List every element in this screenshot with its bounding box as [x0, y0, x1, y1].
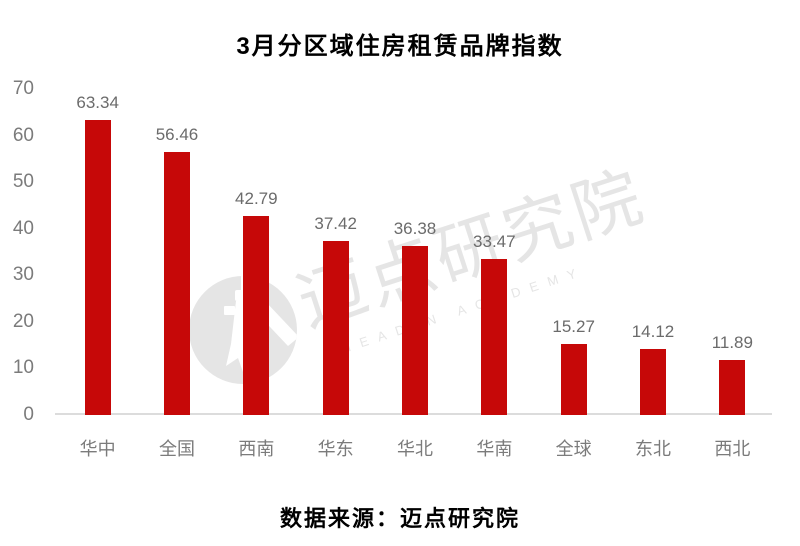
category-label: 全球	[555, 439, 592, 459]
value-label: 15.27	[552, 316, 595, 336]
category-label: 华东	[317, 439, 354, 459]
value-label: 63.34	[76, 93, 119, 113]
y-tick-label: 40	[12, 217, 34, 239]
value-label: 42.79	[235, 188, 278, 208]
y-tick-label: 70	[12, 78, 34, 99]
y-tick-label: 20	[12, 310, 34, 332]
y-tick-label: 30	[12, 264, 34, 286]
value-label: 36.38	[393, 218, 437, 238]
bar	[719, 359, 746, 415]
category-label: 华北	[397, 439, 433, 459]
category-label: 西北	[714, 439, 751, 459]
value-label: 56.46	[155, 125, 199, 145]
category-label: 华中	[79, 439, 116, 459]
tower-antenna-shape	[241, 276, 244, 290]
category-label: 东北	[635, 439, 671, 459]
y-tick-label: 0	[23, 404, 34, 425]
y-tick-label: 50	[12, 171, 34, 193]
bar	[243, 215, 270, 415]
category-label: 全国	[159, 439, 195, 459]
tower-arm-shape	[224, 306, 235, 315]
bar	[402, 245, 428, 415]
value-label: 11.89	[711, 332, 753, 352]
value-label: 37.42	[314, 213, 357, 233]
value-label: 14.12	[631, 322, 675, 342]
category-label: 西南	[238, 439, 275, 459]
category-label: 华南	[476, 439, 513, 459]
value-label: 33.47	[473, 232, 516, 252]
chart-title: 3月分区域住房租赁品牌指数	[236, 33, 564, 60]
bar	[640, 349, 666, 415]
bar	[322, 240, 349, 415]
y-tick-label: 60	[12, 124, 34, 146]
y-tick-label: 10	[12, 357, 34, 379]
bar	[560, 343, 587, 415]
source-note: 数据来源：迈点研究院	[279, 506, 520, 531]
bar	[84, 120, 111, 415]
bar	[164, 152, 190, 415]
bar	[481, 259, 508, 415]
